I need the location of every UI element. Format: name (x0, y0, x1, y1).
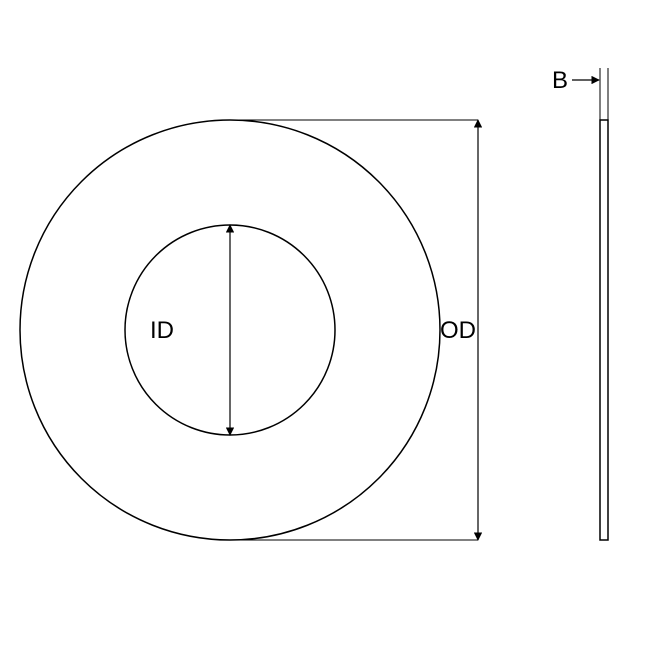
washer-technical-drawing: OD ID B (0, 0, 670, 670)
id-label: ID (150, 317, 174, 344)
b-label: B (552, 67, 568, 94)
od-label: OD (440, 317, 476, 344)
washer-side-view (600, 120, 608, 540)
